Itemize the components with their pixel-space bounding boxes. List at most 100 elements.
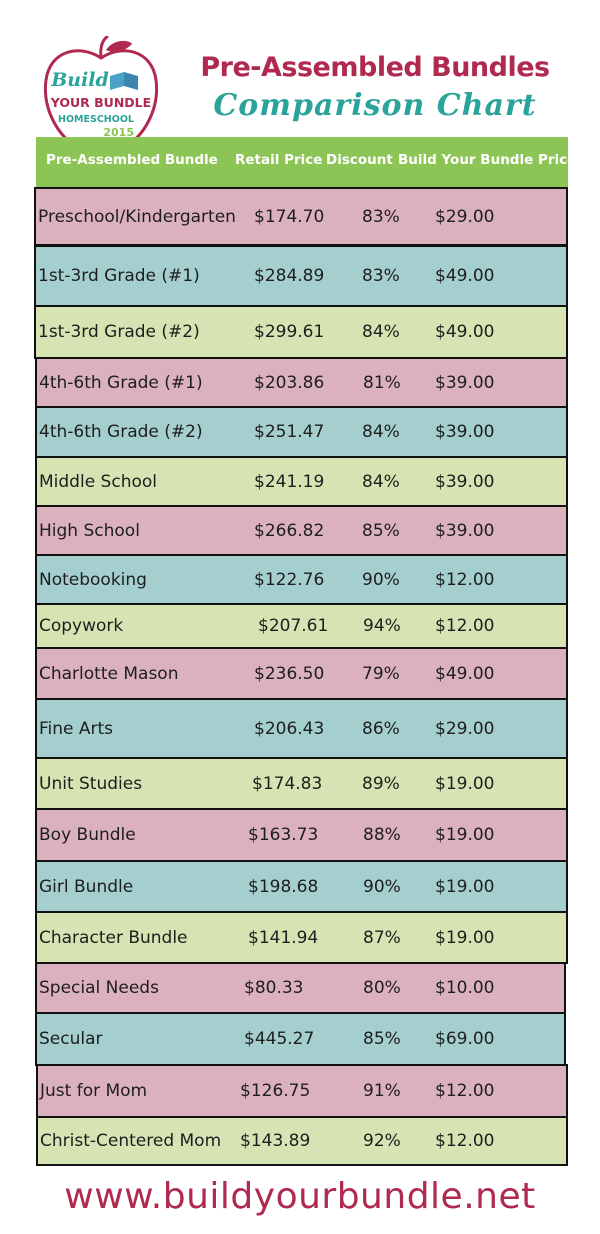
logo-year: 2015 <box>103 126 134 139</box>
discount: 79% <box>362 663 400 684</box>
bundle-name: Special Needs <box>39 978 159 998</box>
bundle-name: Character Bundle <box>39 927 188 948</box>
table-row: Unit Studies $174.83 89% $19.00 <box>35 757 568 810</box>
discount: 84% <box>362 322 400 342</box>
retail-price: $141.94 <box>248 927 319 948</box>
retail-price: $174.70 <box>254 206 325 227</box>
retail-price: $241.19 <box>254 471 325 492</box>
header-retail-price: Retail Price <box>235 152 323 168</box>
table-row: 4th-6th Grade (#2) $251.47 84% $39.00 <box>35 406 568 458</box>
discount: 83% <box>362 206 400 227</box>
discount: 94% <box>363 616 401 636</box>
header-byb-price: Build Your Bundle Price <box>398 152 577 168</box>
bundle-name: Preschool/Kindergarten <box>38 206 236 227</box>
bundle-name: Christ-Centered Mom <box>40 1131 222 1151</box>
table-row: Boy Bundle $163.73 88% $19.00 <box>35 808 568 862</box>
retail-price: $236.50 <box>254 663 325 684</box>
retail-price: $126.75 <box>240 1081 311 1101</box>
apple-leaf <box>106 40 132 52</box>
footer-url[interactable]: www.buildyourbundle.net <box>64 1176 536 1217</box>
discount: 85% <box>362 520 400 541</box>
logo-your-bundle: YOUR BUNDLE <box>50 95 151 110</box>
table-row: High School $266.82 85% $39.00 <box>35 505 568 556</box>
bundle-name: Middle School <box>39 471 157 492</box>
byb-price: $39.00 <box>435 422 495 442</box>
byb-price: $29.00 <box>435 206 495 227</box>
table-row: 4th-6th Grade (#1) $203.86 81% $39.00 <box>35 357 568 408</box>
retail-price: $299.61 <box>254 322 325 342</box>
header-bundle: Pre-Assembled Bundle <box>46 152 218 168</box>
bundle-name: 1st-3rd Grade (#2) <box>38 322 200 342</box>
byb-price: $12.00 <box>435 1081 495 1101</box>
table-row: Character Bundle $141.94 87% $19.00 <box>35 911 568 964</box>
byb-price: $49.00 <box>435 266 495 286</box>
bundle-name: Fine Arts <box>39 718 114 739</box>
table-row: Girl Bundle $198.68 90% $19.00 <box>35 860 568 913</box>
byb-price: $19.00 <box>435 927 495 948</box>
byb-price: $39.00 <box>435 520 495 541</box>
byb-price: $39.00 <box>435 471 495 492</box>
table-row: Christ-Centered Mom $143.89 92% $12.00 <box>36 1116 568 1166</box>
book-icon <box>110 72 138 90</box>
bundle-name: 4th-6th Grade (#1) <box>39 372 203 393</box>
byb-price: $19.00 <box>435 773 495 794</box>
bundle-name: Unit Studies <box>39 773 143 794</box>
retail-price: $198.68 <box>248 876 319 897</box>
page-subtitle: Comparison Chart <box>213 88 537 123</box>
bundle-name: 1st-3rd Grade (#1) <box>38 266 200 286</box>
retail-price: $80.33 <box>244 978 304 998</box>
table-row: Copywork $207.61 94% $12.00 <box>35 603 568 649</box>
byb-price: $19.00 <box>435 825 495 845</box>
retail-price: $445.27 <box>244 1029 315 1049</box>
byb-price: $49.00 <box>435 663 495 684</box>
table-row: Charlotte Mason $236.50 79% $49.00 <box>35 647 568 700</box>
byb-price: $19.00 <box>435 876 495 897</box>
byb-price: $39.00 <box>435 372 495 393</box>
table-row: Just for Mom $126.75 91% $12.00 <box>36 1064 568 1118</box>
discount: 90% <box>362 569 400 590</box>
bundle-name: Charlotte Mason <box>39 663 179 684</box>
logo-homeschool: HOMESCHOOL <box>58 114 134 125</box>
retail-price: $163.73 <box>248 825 319 845</box>
retail-price: $266.82 <box>254 520 325 541</box>
build-your-bundle-logo: Build YOUR BUNDLE HOMESCHOOL 2015 <box>43 36 159 152</box>
discount: 81% <box>363 372 401 393</box>
discount: 91% <box>363 1081 401 1101</box>
discount: 90% <box>363 876 401 897</box>
discount: 84% <box>362 422 400 442</box>
retail-price: $206.43 <box>254 718 325 739</box>
retail-price: $174.83 <box>252 773 323 794</box>
table-row: Secular $445.27 85% $69.00 <box>35 1012 566 1066</box>
table-row: 1st-3rd Grade (#1) $284.89 83% $49.00 <box>34 245 568 307</box>
bundle-name: Girl Bundle <box>39 876 134 897</box>
page-title: Pre-Assembled Bundles <box>200 52 550 83</box>
table-row: Middle School $241.19 84% $39.00 <box>35 456 568 507</box>
bundle-name: Secular <box>39 1029 103 1049</box>
table-row: Special Needs $80.33 80% $10.00 <box>35 962 566 1014</box>
table-row: Notebooking $122.76 90% $12.00 <box>35 554 568 605</box>
bundle-name: Just for Mom <box>40 1081 148 1101</box>
byb-price: $49.00 <box>435 322 495 342</box>
logo-build: Build <box>50 69 109 91</box>
byb-price: $12.00 <box>435 569 495 590</box>
byb-price: $12.00 <box>435 616 495 636</box>
table-row: Preschool/Kindergarten $174.70 83% $29.00 <box>34 187 568 246</box>
byb-price: $29.00 <box>435 718 495 739</box>
header-discount: Discount <box>326 152 393 168</box>
table-header: Pre-Assembled Bundle Retail Price Discou… <box>36 137 576 187</box>
byb-price: $10.00 <box>435 978 495 998</box>
byb-price: $12.00 <box>435 1131 495 1151</box>
discount: 86% <box>362 718 400 739</box>
discount: 92% <box>363 1131 401 1151</box>
discount: 84% <box>362 471 400 492</box>
table-row: Fine Arts $206.43 86% $29.00 <box>35 698 568 759</box>
bundle-name: 4th-6th Grade (#2) <box>39 422 203 442</box>
bundle-name: Copywork <box>39 616 124 636</box>
retail-price: $251.47 <box>254 422 325 442</box>
discount: 83% <box>362 266 400 286</box>
bundle-name: High School <box>39 520 140 541</box>
byb-price: $69.00 <box>435 1029 495 1049</box>
bundle-name: Boy Bundle <box>39 825 136 845</box>
retail-price: $207.61 <box>258 616 329 636</box>
retail-price: $122.76 <box>254 569 325 590</box>
